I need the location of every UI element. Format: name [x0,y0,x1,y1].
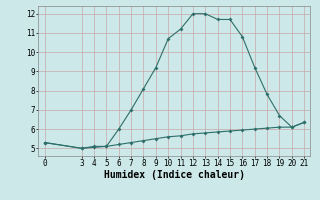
X-axis label: Humidex (Indice chaleur): Humidex (Indice chaleur) [104,170,245,180]
